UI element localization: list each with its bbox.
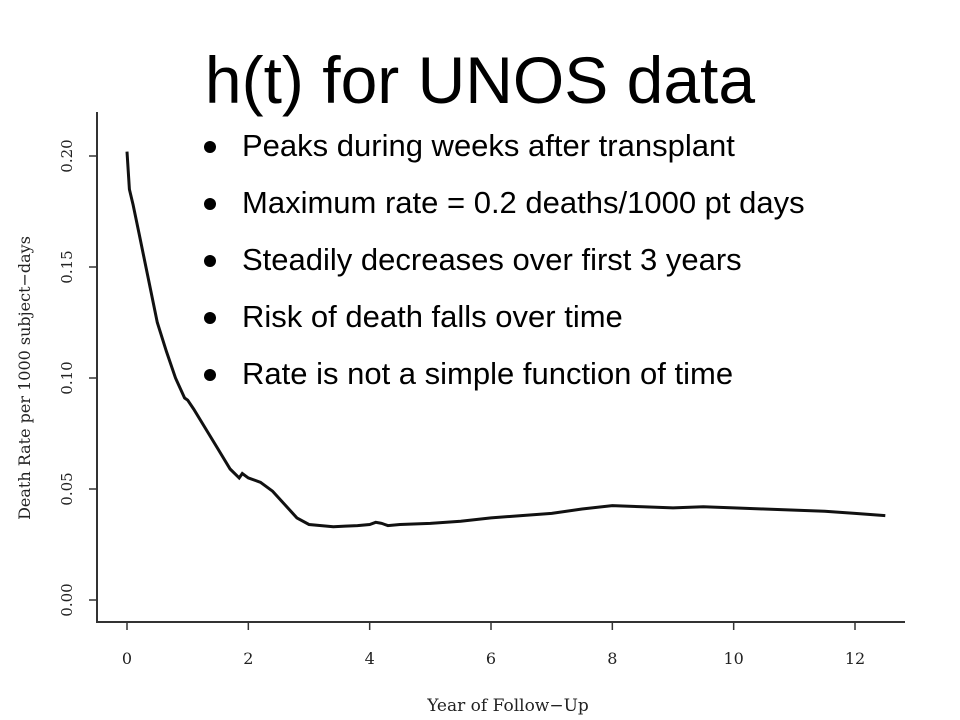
x-axis-label: Year of Follow−Up [426, 696, 589, 716]
x-tick-label: 6 [486, 649, 496, 668]
y-tick-label: 0.10 [58, 361, 76, 394]
bullet-item: Risk of death falls over time [200, 299, 880, 335]
y-tick-label: 0.05 [58, 472, 76, 505]
x-tick-label: 0 [122, 649, 132, 668]
x-tick-label: 4 [365, 649, 375, 668]
y-axis-label: Death Rate per 1000 subject−days [15, 236, 34, 520]
bullet-item: Rate is not a simple function of time [200, 356, 880, 392]
slide-title: h(t) for UNOS data [204, 43, 756, 117]
bullet-item: Peaks during weeks after transplant [200, 128, 880, 164]
y-tick-label: 0.15 [58, 250, 76, 283]
bullet-list: Peaks during weeks after transplant Maxi… [200, 128, 880, 413]
x-tick-label: 2 [243, 649, 253, 668]
x-tick-label: 8 [607, 649, 617, 668]
x-tick-label: 12 [845, 649, 865, 668]
y-tick-label: 0.00 [58, 583, 76, 616]
bullet-item: Steadily decreases over first 3 years [200, 242, 880, 278]
bullet-item: Maximum rate = 0.2 deaths/1000 pt days [200, 185, 880, 221]
hazard-curve [125, 151, 886, 529]
y-tick-label: 0.20 [58, 139, 76, 172]
x-tick-label: 10 [723, 649, 743, 668]
